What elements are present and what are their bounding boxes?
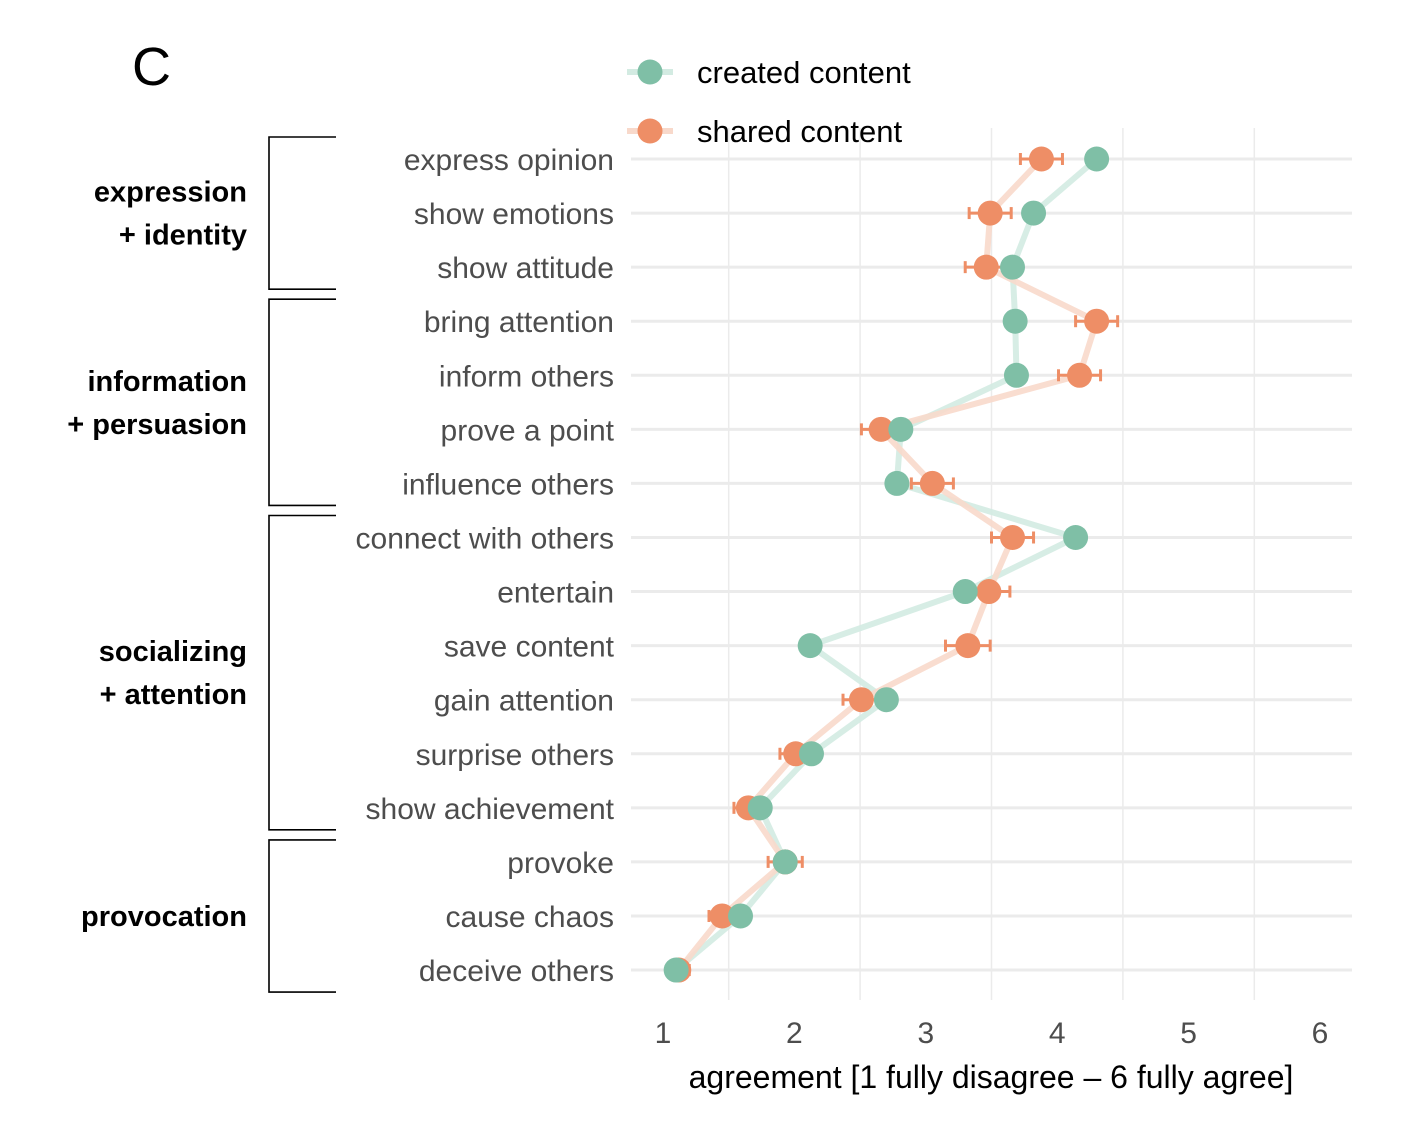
category-label: surprise others (416, 739, 614, 772)
category-label: prove a point (441, 414, 615, 447)
x-tick-label: 6 (1312, 1017, 1329, 1050)
x-axis-ticks: 1 2 3 4 5 6 (655, 1017, 1329, 1050)
point-shared-entertain (976, 579, 1002, 605)
category-labels: express opinion show emotions show attitud… (356, 144, 615, 988)
point-shared-connect-with-others (1000, 524, 1026, 550)
point-shared-show-emotions (977, 200, 1003, 226)
point-created-deceive-others (663, 957, 689, 983)
legend-marker-icon (637, 59, 663, 85)
point-created-entertain (952, 579, 978, 605)
x-axis-title: agreement [1 fully disagree – 6 fully ag… (689, 1059, 1294, 1095)
point-created-gain-attention (873, 687, 899, 713)
legend-label: created content (697, 55, 911, 90)
group-label: + persuasion (67, 409, 247, 441)
legend-item-shared: shared content (627, 114, 902, 149)
legend: created content shared content (627, 55, 911, 149)
category-label: influence others (402, 468, 614, 501)
point-created-surprise-others (798, 741, 824, 767)
category-label: bring attention (424, 306, 614, 339)
point-created-show-achievement (747, 795, 773, 821)
point-shared-bring-attention (1084, 308, 1110, 334)
point-created-bring-attention (1002, 308, 1028, 334)
group-bracket (268, 839, 336, 993)
group-bracket (268, 298, 336, 507)
x-tick-label: 2 (786, 1017, 803, 1050)
legend-marker-icon (637, 118, 663, 144)
point-shared-gain-attention (848, 687, 874, 713)
point-created-express-opinion (1084, 146, 1110, 172)
point-created-provoke (772, 849, 798, 875)
point-created-show-emotions (1021, 200, 1047, 226)
point-created-save-content (797, 633, 823, 659)
x-tick-label: 4 (1049, 1017, 1066, 1050)
category-label: show achievement (366, 793, 615, 826)
group-label: provocation (81, 901, 247, 933)
series-line-shared (676, 156, 1100, 972)
group-bracket (268, 514, 336, 831)
category-label: inform others (439, 360, 614, 393)
group-label: + attention (100, 679, 247, 711)
point-created-inform-others (1003, 362, 1029, 388)
category-label: express opinion (404, 144, 614, 177)
category-label: save content (444, 631, 615, 664)
panel-letter: C (132, 37, 171, 97)
category-label: connect with others (356, 522, 614, 555)
point-created-cause-chaos (728, 903, 754, 929)
series-line-created (674, 156, 1099, 973)
category-label: show attitude (437, 252, 614, 285)
x-tick-label: 3 (917, 1017, 934, 1050)
point-created-connect-with-others (1063, 524, 1089, 550)
point-shared-influence-others (919, 470, 945, 496)
x-tick-label: 1 (655, 1017, 672, 1050)
category-label: entertain (497, 577, 614, 610)
group-brackets: expression + identity information + persuas… (67, 136, 336, 993)
category-label: cause chaos (446, 901, 614, 934)
data-points (663, 146, 1110, 983)
category-label: show emotions (414, 198, 614, 231)
point-shared-cause-chaos (709, 903, 735, 929)
series-lines (674, 156, 1100, 973)
group-label: + identity (119, 220, 247, 252)
point-shared-express-opinion (1028, 146, 1054, 172)
point-shared-prove-a-point (868, 416, 894, 442)
group-label: information (88, 366, 248, 398)
legend-item-created: created content (627, 55, 911, 90)
category-label: provoke (507, 847, 614, 880)
group-label: socializing (99, 636, 247, 668)
error-bars (666, 153, 1120, 977)
point-shared-show-attitude (973, 254, 999, 280)
point-created-show-attitude (1000, 254, 1026, 280)
point-shared-save-content (955, 633, 981, 659)
category-label: deceive others (419, 955, 614, 988)
group-bracket (268, 136, 336, 290)
point-created-prove-a-point (888, 416, 914, 442)
point-created-influence-others (884, 470, 910, 496)
group-label: expression (94, 177, 247, 209)
point-shared-inform-others (1067, 362, 1093, 388)
legend-label: shared content (697, 114, 902, 149)
x-tick-label: 5 (1180, 1017, 1197, 1050)
category-label: gain attention (434, 685, 614, 718)
